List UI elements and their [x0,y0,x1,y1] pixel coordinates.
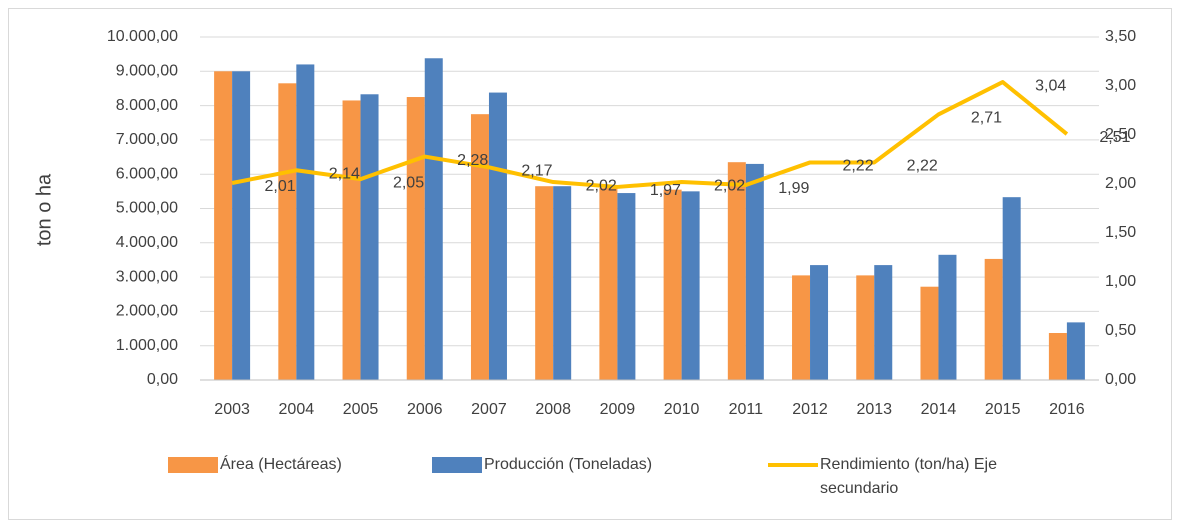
y-axis-title: ton o ha [33,173,55,246]
x-tick-label: 2015 [985,401,1021,418]
bar [278,83,297,381]
y-tick-label: 0,00 [147,371,178,388]
bar [535,186,554,380]
data-label: 1,97 [650,182,681,199]
y2-tick-label: 1,00 [1105,273,1136,290]
bar [1002,197,1021,380]
line-series [231,80,1069,189]
legend-swatch [768,463,818,467]
bar [599,187,618,380]
y-tick-label: 10.000,00 [107,28,178,45]
x-tick-label: 2003 [214,401,250,418]
bar [938,254,957,380]
bar [360,94,379,380]
bar [1048,333,1067,380]
y2-tick-label: 3,50 [1105,28,1136,45]
x-tick-label: 2006 [407,401,443,418]
data-label: 2,17 [521,163,552,180]
legend-swatch [168,457,218,473]
data-label: 2,71 [971,110,1002,127]
bar [681,191,700,380]
bar [920,286,939,380]
bar [984,258,1003,380]
x-tick-label: 2016 [1049,401,1085,418]
data-label: 2,05 [393,174,424,191]
bar [214,71,233,381]
x-tick-label: 2010 [664,401,700,418]
data-label: 2,01 [265,178,296,195]
x-tick-label: 2008 [535,401,571,418]
y-tick-label: 2.000,00 [116,303,178,320]
bar [874,265,893,380]
x-tick-label: 2013 [856,401,892,418]
bar [856,275,875,380]
data-label: 3,04 [1035,77,1066,94]
bar [663,189,682,380]
legend-label: Producción (Toneladas) [484,456,653,473]
data-label: 2,14 [329,165,360,182]
y-tick-label: 7.000,00 [116,131,178,148]
bar [488,92,507,380]
bar [1066,322,1085,380]
bar [424,58,443,381]
data-label: 2,51 [1099,129,1130,146]
data-label: 2,28 [457,152,488,169]
y-tick-label: 8.000,00 [116,97,178,114]
data-label: 2,22 [907,158,938,175]
bar [745,163,764,380]
bar [232,71,251,381]
x-tick-label: 2009 [600,401,636,418]
y-tick-label: 6.000,00 [116,165,178,182]
y2-tick-label: 0,50 [1105,322,1136,339]
bar [810,265,829,380]
x-tick-label: 2014 [921,401,957,418]
bar [406,97,425,381]
y2-tick-label: 3,00 [1105,77,1136,94]
bar [470,114,489,381]
y2-tick-label: 2,00 [1105,175,1136,192]
y-tick-label: 5.000,00 [116,200,178,217]
legend-label: Área (Hectáreas) [220,456,342,473]
bar [792,275,811,380]
data-label: 2,02 [586,177,617,194]
x-tick-label: 2004 [279,401,315,418]
bar [296,64,315,380]
y2-tick-label: 1,50 [1105,224,1136,241]
legend-label: Rendimiento (ton/ha) Eje secundario [820,456,997,497]
data-label: 1,99 [778,180,809,197]
bar [553,186,572,380]
y2-tick-label: 2,50 [1105,126,1136,143]
x-tick-label: 2005 [343,401,379,418]
y-tick-label: 4.000,00 [116,234,178,251]
x-tick-label: 2007 [471,401,507,418]
x-tick-label: 2012 [792,401,828,418]
legend-swatch [432,457,482,473]
y2-tick-label: 0,00 [1105,371,1136,388]
y-tick-label: 1.000,00 [116,337,178,354]
y-tick-label: 9.000,00 [116,63,178,80]
bar [617,193,636,380]
data-label: 2,02 [714,177,745,194]
y-tick-label: 3.000,00 [116,268,178,285]
bar [727,162,746,380]
x-tick-label: 2011 [729,401,764,418]
bar [342,100,361,380]
data-label: 2,22 [842,158,873,175]
